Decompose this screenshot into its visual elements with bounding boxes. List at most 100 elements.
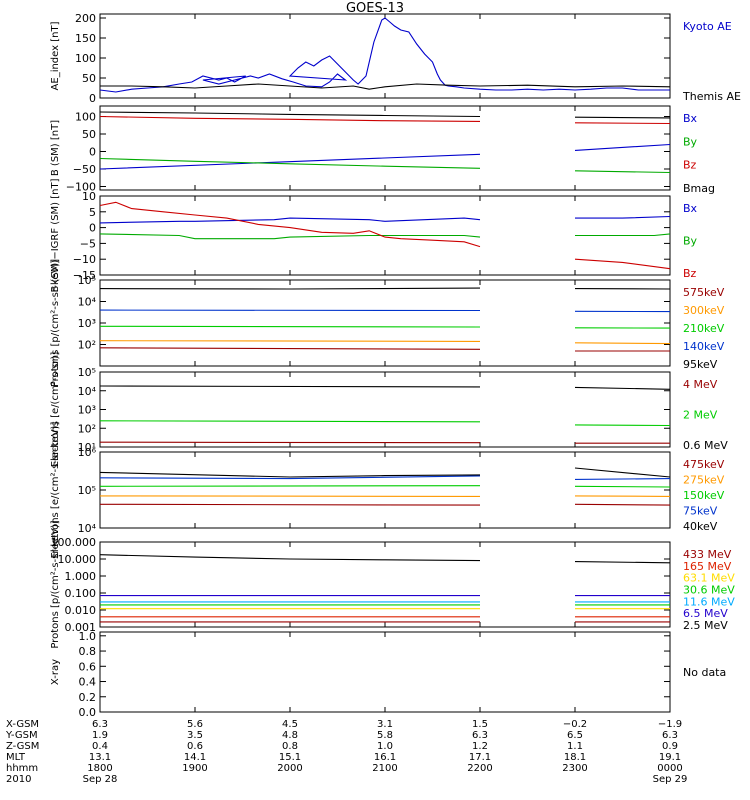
y-tick-label: 0.4 <box>79 676 97 689</box>
series-line-150kev <box>99 485 671 488</box>
y-tick-label: 50 <box>82 128 96 141</box>
y-tick-label: 10⁵ <box>78 484 96 497</box>
series-line-4-mev <box>99 441 670 444</box>
legend-entry: Bz <box>683 159 697 172</box>
x-axis-value: 2100 <box>372 763 397 774</box>
x-axis-row-label: Z-GSM <box>6 741 39 752</box>
legend-entry: Bx <box>683 202 698 215</box>
y-tick-label: 0.100 <box>65 587 97 600</box>
panel-1: 0 50 100 150 200 AE_index [nT] Kyoto AE Themis … <box>50 12 741 105</box>
y-tick-label: 10⁵ <box>78 366 96 379</box>
legend-entry: Bx <box>683 112 698 125</box>
series-line-0-6-mev <box>99 385 671 390</box>
y-tick-label: 0 <box>89 222 96 235</box>
legend-entry: 210keV <box>683 322 725 335</box>
panel-8: 0.0 0.2 0.4 0.6 0.8 1.0 X-ray No data <box>50 630 726 719</box>
x-axis-row-label: X-GSM <box>6 719 39 730</box>
series-line-40kev <box>99 467 671 478</box>
series-line-75kev <box>99 475 671 480</box>
legend-entry: 575keV <box>683 286 725 299</box>
legend-entry: 30.6 MeV <box>683 584 735 597</box>
y-tick-label: 1.000 <box>65 570 97 583</box>
legend-entry: Bmag <box>683 182 715 195</box>
x-axis-row-label: MLT <box>6 752 26 763</box>
series-line-140kev <box>99 309 671 313</box>
panel-6: 10⁴ 10⁵ 10⁶ Electrons [e/(cm²-s-sr-keV)] 475… <box>50 421 725 558</box>
x-axis-value: 1.9 <box>92 730 108 741</box>
y-tick-label: −15 <box>73 269 96 282</box>
legend-entry: 433 MeV <box>683 548 732 561</box>
panel-frame <box>99 279 671 367</box>
legend-entry: 63.1 MeV <box>683 572 735 585</box>
series-line-by <box>99 157 671 174</box>
y-tick-label: 1.0 <box>79 630 97 643</box>
y-axis-label: AE_index [nT] <box>50 21 61 90</box>
legend-entry: 150keV <box>683 489 725 502</box>
y-tick-label: 200 <box>75 12 96 25</box>
y-axis-label: Electrons [e/(cm²-s-sr-keV)] <box>50 421 61 558</box>
x-axis-value: 2200 <box>467 763 492 774</box>
panel-frame <box>99 631 671 713</box>
panel-4: 10² 10³ 10⁴ 10⁵ Protons [p/(cm²-s-sr-keV)] 57… <box>50 259 725 387</box>
x-axis-value: 2300 <box>562 763 587 774</box>
series-line-475kev <box>99 503 671 506</box>
legend-entry: Kyoto AE <box>683 20 732 33</box>
panel-frame <box>99 541 671 628</box>
panel-3: −15 −10 −5 0 5 10 B (SM)−IGRF (SM) [nT] Bx By Bz <box>50 178 698 292</box>
y-axis-label: B (SM)−IGRF (SM) [nT] <box>50 178 61 292</box>
panel-frame <box>99 13 671 99</box>
x-axis-value: 19.1 <box>659 752 681 763</box>
series-line-bmag <box>99 111 671 119</box>
legend-entry: 95keV <box>683 358 718 371</box>
y-axis-label: B (SM) [nT] <box>50 120 61 176</box>
y-tick-label: 0.010 <box>65 604 97 617</box>
y-tick-label: 100.000 <box>51 536 97 549</box>
panel-frame <box>99 451 671 529</box>
y-tick-label: 0.001 <box>65 621 97 634</box>
y-tick-label: 0.6 <box>79 660 97 673</box>
x-axis-value: Sep 29 <box>653 774 688 785</box>
y-tick-label: 10² <box>78 339 96 352</box>
y-tick-label: 0.0 <box>79 706 97 719</box>
legend-entry: 11.6 MeV <box>683 595 735 608</box>
x-axis-value: 15.1 <box>279 752 301 763</box>
x-axis-value: 18.1 <box>564 752 586 763</box>
x-axis-value: 0.9 <box>662 741 678 752</box>
y-tick-label: 10³ <box>78 317 96 330</box>
x-axis-value: 1.1 <box>567 741 583 752</box>
series-line-bz <box>99 201 671 270</box>
legend-entry: 2.5 MeV <box>683 619 728 632</box>
y-tick-label: 10² <box>78 422 96 435</box>
y-tick-label: 0 <box>89 92 96 105</box>
y-tick-label: 10 <box>82 190 96 203</box>
x-axis-value: 0.6 <box>187 741 203 752</box>
y-tick-label: 10⁶ <box>78 446 97 459</box>
x-axis-value: 16.1 <box>374 752 396 763</box>
y-tick-label: 10⁴ <box>78 296 97 309</box>
series-line-kyoto-ae <box>99 17 670 93</box>
y-tick-label: 10⁴ <box>78 522 97 535</box>
series-line-bx <box>99 143 671 170</box>
legend-entry: 4 MeV <box>683 378 718 391</box>
legend-entry: 275keV <box>683 474 725 487</box>
x-axis-value: 6.3 <box>662 730 678 741</box>
x-axis-value: 17.1 <box>469 752 491 763</box>
panel-5: 10¹ 10² 10³ 10⁴ 10⁵ Electrons [e/(cm²-s-sr)] 4… <box>50 352 728 468</box>
x-axis-value: 2000 <box>277 763 302 774</box>
series-line-575kev <box>99 347 670 352</box>
y-axis-label: Electrons [e/(cm²-s-sr)] <box>50 352 61 468</box>
series-line-2-mev <box>99 420 671 427</box>
legend-entry: 75keV <box>683 505 718 518</box>
y-tick-label: 0.8 <box>79 645 97 658</box>
y-tick-label: 100 <box>75 111 96 124</box>
legend-entry: 140keV <box>683 340 725 353</box>
x-axis-value: 0.8 <box>282 741 298 752</box>
series-line-themis-ae <box>100 83 671 90</box>
legend-entry: By <box>683 235 698 248</box>
series-line-300kev <box>99 340 671 345</box>
x-axis-row-label: hhmm <box>6 763 38 774</box>
x-axis-row-label: 2010 <box>6 774 31 785</box>
x-axis-value: 0000 <box>657 763 682 774</box>
y-tick-label: 50 <box>82 72 96 85</box>
